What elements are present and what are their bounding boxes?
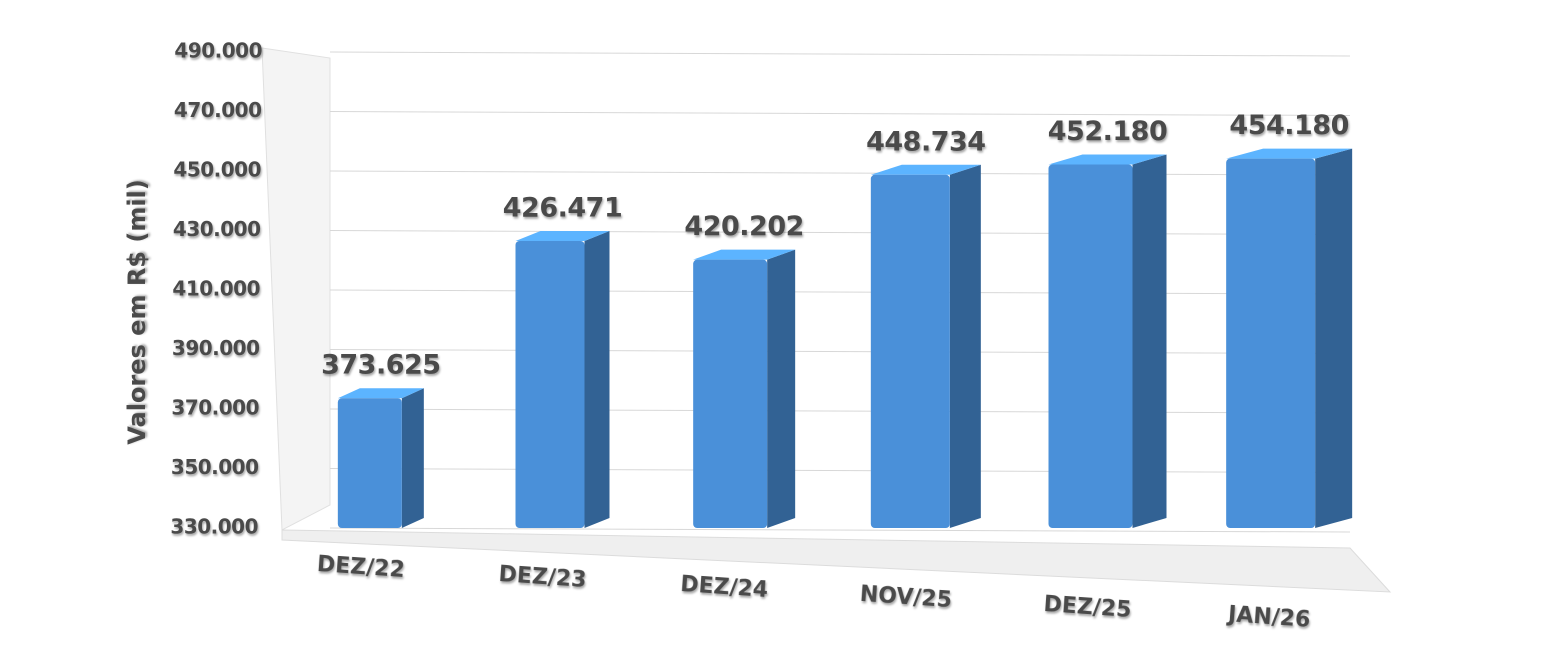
value-label: 454.180 (1229, 110, 1348, 141)
grid-line (329, 408, 1351, 414)
side-wall (261, 47, 331, 531)
bar (870, 174, 950, 528)
x-tick-label: DEZ/25 (1043, 592, 1132, 623)
bar (515, 240, 585, 528)
y-tick-label: 330.000 (170, 515, 258, 539)
value-label: 420.202 (684, 211, 803, 242)
bar (693, 259, 768, 528)
floor (281, 529, 1392, 593)
y-tick-label: 410.000 (172, 277, 260, 301)
x-tick-label: NOV/25 (859, 582, 953, 613)
bar-side (401, 388, 424, 528)
x-tick-label: JAN/26 (1225, 602, 1311, 633)
bar-top (515, 230, 610, 241)
bar-top (870, 164, 981, 175)
grid-line (329, 230, 1351, 235)
y-tick-label: 430.000 (173, 217, 261, 241)
grid-line (329, 349, 1351, 354)
bar-top (1048, 154, 1167, 165)
bar-top (337, 388, 424, 399)
grid-line (329, 289, 1351, 295)
x-tick-label: DEZ/22 (316, 552, 405, 583)
value-label: 373.625 (321, 350, 440, 381)
y-tick-label: 350.000 (171, 455, 259, 479)
y-tick-label: 470.000 (174, 98, 262, 122)
grid-line (329, 468, 1351, 473)
value-label: 426.471 (503, 192, 622, 223)
grid-line (329, 527, 1351, 533)
bar (1048, 164, 1133, 528)
bar-side (1315, 148, 1353, 528)
value-label: 448.734 (866, 126, 985, 157)
bar (1226, 158, 1316, 528)
bar-side (584, 230, 610, 528)
value-label: 452.180 (1048, 116, 1167, 147)
grid-line (329, 170, 1351, 176)
x-tick-label: DEZ/24 (679, 572, 768, 603)
grid-line (329, 51, 1351, 57)
bar-top (693, 249, 796, 260)
y-tick-label: 370.000 (171, 396, 259, 420)
y-tick-label: 490.000 (174, 39, 262, 63)
y-axis-label: Valores em R$ (mil) (123, 179, 151, 445)
y-tick-label: 450.000 (173, 158, 261, 182)
x-tick-label: DEZ/23 (498, 562, 587, 593)
bar-side (949, 164, 981, 528)
bar-side (1132, 154, 1167, 528)
bar (337, 398, 402, 528)
grid-line (329, 111, 1351, 116)
y-tick-label: 390.000 (172, 336, 260, 360)
bar-side (767, 249, 796, 528)
bar-top (1226, 148, 1353, 159)
